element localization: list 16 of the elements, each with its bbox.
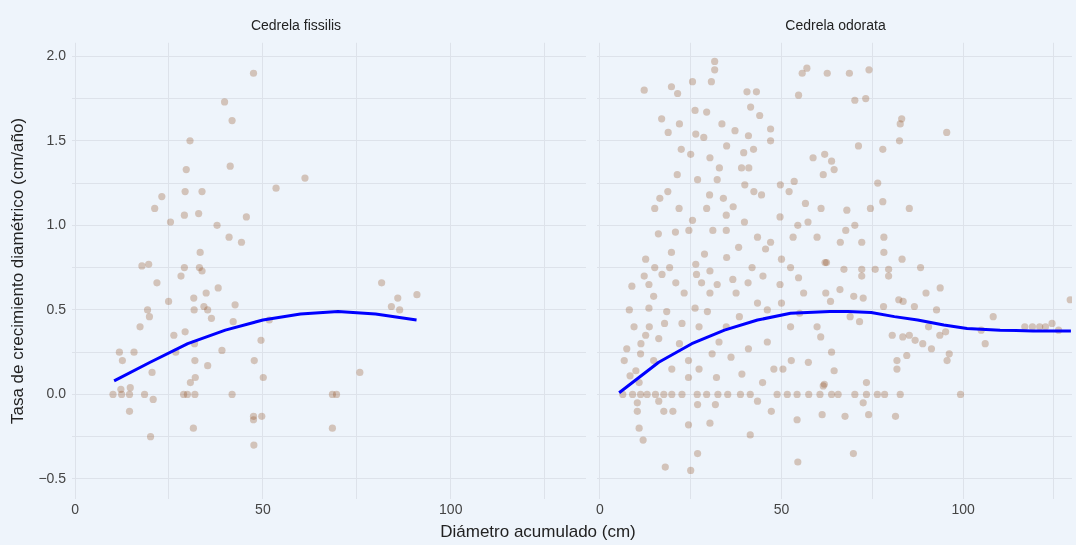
- y-tick-label: 0.5: [46, 300, 67, 317]
- y-axis-title: Tasa de crecimiento diamétrico (cm/año): [7, 117, 27, 425]
- x-tick-label: 50: [255, 501, 271, 518]
- x-tick-label: 0: [596, 501, 605, 518]
- y-tick-label: 2.0: [46, 47, 67, 64]
- x-tick-label: 50: [773, 501, 790, 518]
- y-tick-label: 1.5: [46, 131, 67, 148]
- x-tick-label: 100: [439, 501, 463, 518]
- x-axis-title: Diámetro acumulado (cm): [439, 522, 637, 542]
- y-tick-label: 1.0: [46, 216, 67, 233]
- chart-title: Cedrela odorata: [785, 17, 886, 34]
- y-tick-label: −0.5: [38, 469, 67, 486]
- x-tick-label: 0: [71, 501, 80, 518]
- y-tick-label: 0.0: [46, 385, 67, 402]
- chart-title: Cedrela fissilis: [250, 17, 342, 34]
- x-tick-label: 100: [951, 501, 975, 518]
